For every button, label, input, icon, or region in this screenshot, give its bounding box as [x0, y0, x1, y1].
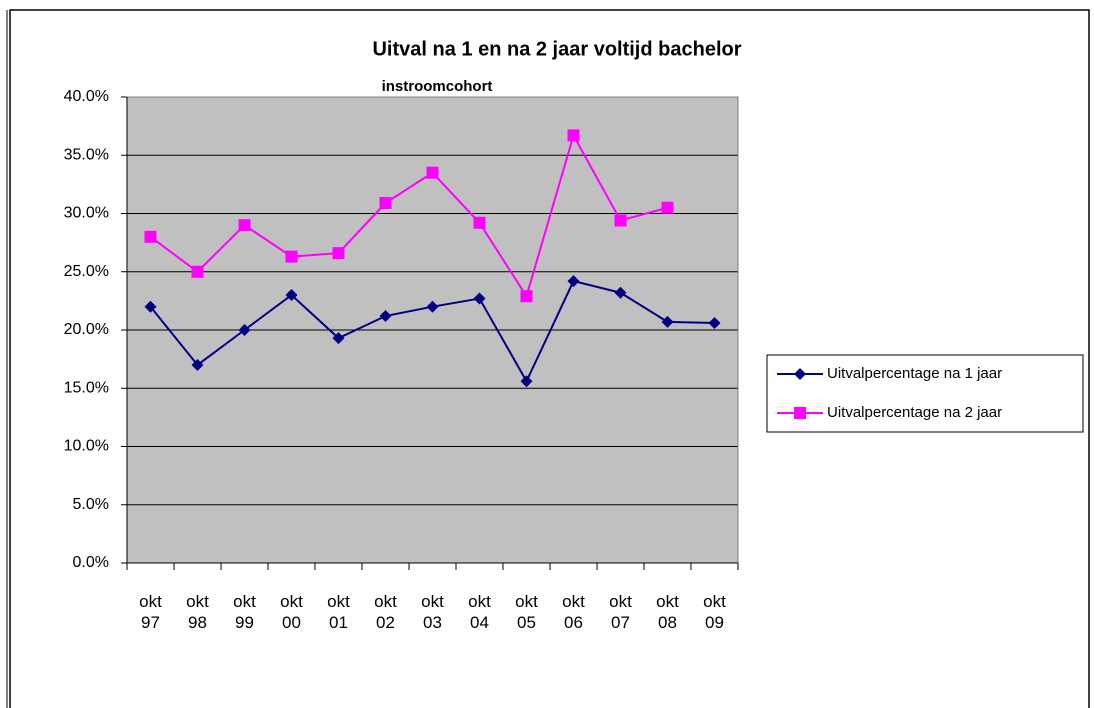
- x-tick-label: okt 02: [374, 592, 397, 632]
- x-tick-label: okt 04: [468, 592, 491, 632]
- marker: [379, 197, 392, 210]
- y-tick-label: 0.0%: [73, 554, 109, 571]
- x-tick-label: okt 05: [515, 592, 538, 632]
- y-tick-label: 30.0%: [64, 205, 109, 222]
- marker: [332, 332, 345, 345]
- x-tick-label: okt 97: [139, 592, 162, 632]
- marker: [144, 300, 157, 313]
- x-tick-label: okt 06: [562, 592, 585, 632]
- x-tick-label: okt 99: [233, 592, 256, 632]
- marker: [426, 166, 439, 179]
- legend-label: Uitvalpercentage na 1 jaar: [827, 365, 1002, 382]
- legend-label: Uitvalpercentage na 2 jaar: [827, 404, 1002, 421]
- marker: [567, 129, 580, 142]
- marker: [285, 289, 298, 302]
- marker: [520, 290, 533, 303]
- y-tick-label: 40.0%: [64, 88, 109, 105]
- y-tick-label: 20.0%: [64, 321, 109, 338]
- marker: [332, 247, 345, 260]
- marker: [708, 317, 721, 330]
- marker: [794, 368, 806, 380]
- marker: [426, 300, 439, 313]
- marker: [238, 324, 251, 336]
- x-tick-label: okt 00: [280, 592, 303, 632]
- legend-box: [766, 354, 1084, 433]
- marker: [661, 201, 674, 214]
- marker: [379, 310, 392, 323]
- x-tick-label: okt 08: [656, 592, 679, 632]
- x-tick-label: okt 07: [609, 592, 632, 632]
- marker: [191, 358, 204, 371]
- series-line: [149, 132, 668, 299]
- marker: [191, 265, 204, 278]
- marker: [144, 230, 157, 243]
- chart-subtitle: instroomcohort: [382, 78, 493, 95]
- marker: [238, 219, 251, 232]
- x-tick-label: okt 01: [327, 592, 350, 632]
- marker: [661, 315, 674, 328]
- x-tick-label: okt 98: [186, 592, 209, 632]
- marker: [794, 407, 806, 419]
- marker: [567, 275, 580, 288]
- x-tick-label: okt 03: [421, 592, 444, 632]
- x-tick-label: okt 09: [703, 592, 726, 632]
- y-tick-label: 15.0%: [64, 379, 109, 396]
- marker: [285, 250, 298, 263]
- chart-title: Uitval na 1 en na 2 jaar voltijd bachelo…: [372, 38, 741, 60]
- y-tick-label: 35.0%: [64, 146, 109, 163]
- y-tick-label: 5.0%: [73, 496, 109, 513]
- legend: Uitvalpercentage na 1 jaar Uitvalpercenta…: [766, 354, 1084, 433]
- marker: [614, 286, 627, 299]
- marker: [473, 292, 486, 305]
- y-tick-label: 25.0%: [64, 263, 109, 280]
- marker: [614, 214, 627, 227]
- y-tick-label: 10.0%: [64, 438, 109, 455]
- marker: [520, 375, 533, 388]
- marker: [473, 216, 486, 229]
